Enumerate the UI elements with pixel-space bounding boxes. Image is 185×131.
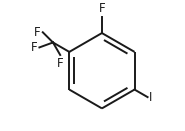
Text: F: F [57,57,63,70]
Text: F: F [34,26,41,39]
Text: I: I [149,91,152,104]
Text: F: F [31,41,38,54]
Text: F: F [99,2,105,15]
